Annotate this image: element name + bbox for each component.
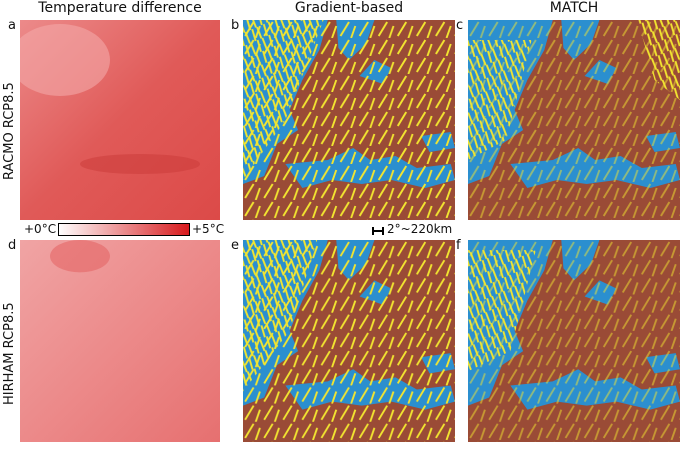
scale-label: 2°~220km	[387, 222, 453, 236]
panel-label: f	[456, 238, 461, 253]
colorbar-min-label: +0°C	[24, 222, 57, 236]
panel-label: b	[231, 18, 240, 33]
row-label: HIRHAM RCP8.5	[2, 302, 17, 405]
vector-map	[243, 20, 455, 220]
colorbar	[58, 223, 190, 236]
column-header: Gradient-based	[294, 0, 404, 16]
panel-label: a	[8, 18, 16, 33]
panel-label: d	[8, 238, 17, 253]
column-header: MATCH	[549, 0, 599, 16]
vector-map	[468, 240, 680, 442]
panel-label: e	[231, 238, 239, 253]
vector-map	[468, 20, 680, 220]
column-header: Temperature difference	[38, 0, 202, 16]
colorbar-max-label: +5°C	[192, 222, 225, 236]
panel-label: c	[456, 18, 464, 33]
scale-bar	[372, 227, 384, 235]
temperature-map	[20, 240, 220, 442]
temperature-map	[20, 20, 220, 220]
row-label: RACMO RCP8.5	[2, 82, 17, 180]
vector-map	[243, 240, 455, 442]
